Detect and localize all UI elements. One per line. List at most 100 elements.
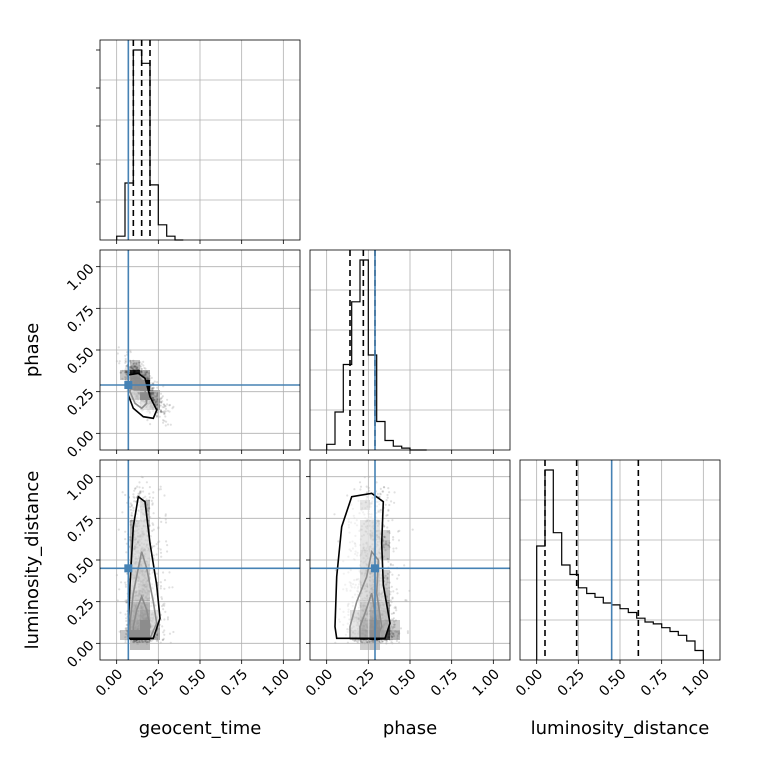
sample-point (152, 382, 155, 385)
sample-point (152, 382, 155, 385)
sample-point (159, 411, 162, 414)
sample-point (394, 605, 397, 608)
sample-point (164, 518, 167, 521)
sample-point (124, 639, 127, 642)
sample-point (151, 388, 154, 391)
sample-point (150, 392, 153, 395)
sample-point (137, 639, 140, 642)
sample-point (129, 359, 132, 362)
sample-point (383, 486, 386, 489)
sample-point (395, 547, 398, 550)
sample-point (406, 631, 409, 635)
sample-point (154, 401, 157, 404)
sample-point (129, 502, 132, 505)
sample-point (150, 499, 153, 502)
sample-point (137, 492, 140, 495)
sample-point (149, 423, 152, 426)
sample-point (125, 626, 128, 630)
sample-point (138, 638, 141, 641)
sample-point (392, 617, 395, 620)
sample-point (130, 365, 133, 368)
density-cell (390, 630, 400, 640)
sample-point (162, 419, 165, 422)
sample-point (144, 495, 147, 498)
sample-point (387, 544, 391, 547)
sample-point (393, 620, 396, 623)
sample-point (152, 391, 155, 394)
sample-point (158, 399, 162, 402)
sample-point (166, 423, 170, 426)
sample-point (389, 571, 392, 574)
sample-point (396, 577, 399, 580)
sample-point (121, 491, 124, 494)
sample-point (168, 571, 171, 574)
sample-point (387, 487, 390, 490)
grid-layer (100, 40, 720, 660)
sample-point (140, 362, 143, 366)
sample-point (391, 597, 394, 600)
sample-point (403, 564, 406, 567)
x-tick-label: 1.00 (260, 666, 293, 699)
sample-point (146, 379, 149, 382)
sample-point (134, 366, 137, 369)
sample-point (124, 370, 127, 373)
sample-point (125, 623, 128, 627)
sample-point (147, 510, 150, 513)
sample-point (381, 640, 384, 643)
sample-point (135, 638, 138, 642)
truth-marker (371, 564, 379, 573)
sample-point (387, 508, 390, 511)
density-cell (130, 360, 140, 370)
sample-point (144, 373, 147, 376)
sample-point (152, 386, 155, 389)
sample-point (164, 415, 167, 418)
sample-point (164, 405, 167, 408)
truth-marker (124, 381, 133, 389)
sample-point (133, 369, 136, 373)
sample-point (334, 569, 337, 572)
sample-point (140, 367, 143, 370)
sample-point (139, 361, 142, 364)
sample-point (397, 632, 400, 636)
sample-point (385, 638, 388, 641)
sample-point (383, 638, 386, 642)
sample-point (136, 368, 139, 371)
sample-point (365, 639, 368, 642)
sample-point (147, 377, 150, 380)
sample-point (386, 572, 389, 576)
sample-point (120, 371, 123, 374)
x-tick-label: 1.00 (470, 666, 503, 699)
sample-point (151, 545, 154, 548)
sample-point (165, 540, 168, 543)
sample-point (134, 365, 137, 368)
sample-point (129, 372, 132, 375)
sample-point (376, 638, 379, 641)
sample-point (163, 404, 167, 407)
sample-point (121, 377, 124, 380)
sample-point (152, 396, 155, 399)
sample-point (160, 401, 163, 404)
sample-point (165, 420, 168, 423)
sample-point (392, 550, 395, 553)
sample-point (159, 397, 162, 401)
sample-point (136, 367, 139, 370)
sample-point (385, 639, 388, 642)
sample-point (148, 524, 151, 527)
sample-point (140, 370, 143, 373)
sample-point (163, 629, 166, 632)
sample-point (168, 632, 172, 635)
sample-point (392, 633, 395, 636)
density-cell (380, 570, 390, 580)
sample-point (136, 366, 139, 369)
sample-point (163, 413, 166, 416)
sample-point (135, 362, 138, 365)
sample-point (161, 605, 164, 608)
y-tick-label: 0.50 (64, 344, 97, 377)
sample-point (164, 407, 168, 410)
sample-point (384, 540, 388, 543)
sample-point (138, 486, 141, 489)
sample-point (391, 519, 394, 522)
sample-point (395, 639, 398, 643)
sample-point (154, 402, 157, 405)
sample-point (156, 415, 159, 418)
